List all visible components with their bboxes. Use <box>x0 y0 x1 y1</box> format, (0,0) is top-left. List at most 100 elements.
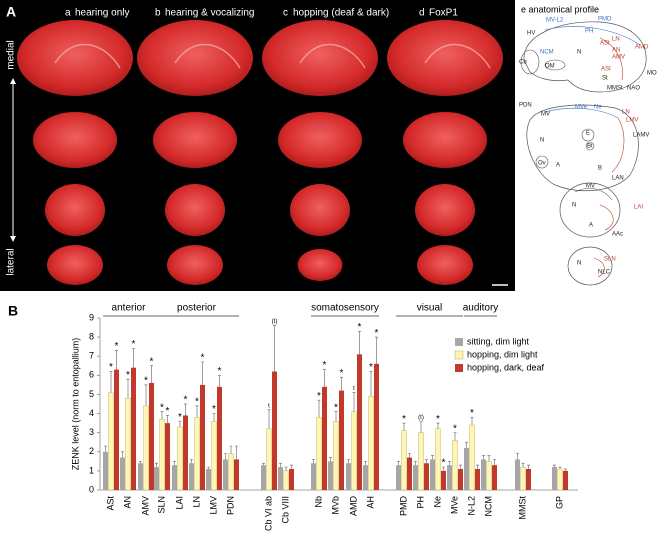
bar <box>526 468 531 490</box>
error-bar <box>279 462 282 468</box>
y-tick-label: 1 <box>89 465 94 475</box>
bar <box>447 465 452 490</box>
bar <box>452 440 458 491</box>
error-bar <box>284 466 288 471</box>
axis-label: lateral <box>6 248 17 275</box>
anatomy-label: B <box>598 166 602 172</box>
x-tick-label: PH <box>415 496 425 509</box>
bar <box>159 419 165 491</box>
bar <box>177 426 183 491</box>
bar <box>418 432 424 491</box>
error-bar <box>195 405 199 418</box>
brain-section <box>387 20 503 96</box>
significance-marker: * <box>453 423 457 434</box>
bar <box>131 367 136 490</box>
error-bar <box>397 460 400 466</box>
anatomy-label: MV-L2 <box>546 18 564 24</box>
y-tick-label: 6 <box>89 370 94 380</box>
anatomy-label: AMD <box>635 45 649 51</box>
anatomy-label: OM <box>545 64 555 70</box>
anatomy-label: NLC <box>598 270 611 276</box>
anatomy-label: MV <box>586 184 595 190</box>
anatomy-label: Ne <box>594 105 602 111</box>
error-bar <box>521 462 525 468</box>
significance-marker: * <box>317 391 321 402</box>
column-letter: b <box>155 8 161 19</box>
anatomy-label: AMV <box>612 55 625 61</box>
error-bar <box>352 392 356 412</box>
significance-marker: * <box>323 360 327 371</box>
anatomy-label: HV <box>527 31 535 37</box>
anatomy-label: LAN <box>612 176 624 182</box>
error-bar <box>470 417 474 426</box>
error-bar <box>109 371 113 393</box>
error-bar <box>414 460 417 466</box>
error-bar <box>553 464 556 468</box>
error-bar <box>178 420 182 427</box>
anatomy-label: LN <box>622 110 630 116</box>
error-bar <box>218 374 221 387</box>
significance-marker: * <box>340 368 344 379</box>
error-bar <box>155 462 158 468</box>
column-title: hearing only <box>75 8 129 19</box>
error-bar <box>364 460 367 466</box>
legend-swatch <box>455 338 463 346</box>
group-label: posterior <box>177 303 217 314</box>
error-bar <box>340 376 343 391</box>
error-bar <box>144 384 148 406</box>
bar <box>333 421 339 491</box>
x-tick-label: PDN <box>225 496 235 515</box>
error-bar <box>150 365 153 383</box>
x-tick-label: AMV <box>140 496 150 516</box>
significance-marker: * <box>109 362 113 373</box>
error-bar <box>184 403 187 416</box>
bar <box>475 468 480 490</box>
bar <box>458 468 463 490</box>
bar <box>149 382 154 490</box>
bar <box>515 459 520 490</box>
significance-marker: * <box>334 402 338 413</box>
bar <box>311 463 316 490</box>
bar <box>228 453 234 491</box>
anatomy-label: MO <box>647 71 657 77</box>
error-bar <box>160 411 164 420</box>
bar <box>278 467 283 490</box>
bar <box>413 465 418 490</box>
column-letter: c <box>283 8 288 19</box>
anatomy-label: E <box>586 131 590 137</box>
error-bar <box>166 415 169 424</box>
bar <box>328 461 333 490</box>
error-bar <box>408 453 411 458</box>
significance-marker: * <box>442 458 446 469</box>
error-bar <box>201 361 204 385</box>
significance-marker: * <box>184 395 188 406</box>
bar <box>441 470 446 490</box>
error-bar <box>317 399 321 418</box>
error-bar <box>487 455 491 462</box>
panel-label: B <box>8 303 18 319</box>
error-bar <box>115 350 118 370</box>
bar <box>520 466 526 491</box>
significance-marker: * <box>178 412 182 423</box>
error-bar <box>558 466 562 469</box>
significance-marker: t <box>268 403 270 409</box>
brain-section <box>47 245 103 285</box>
anatomy-label: Cb <box>519 60 527 66</box>
anatomy-label: SLN <box>604 257 616 263</box>
y-tick-label: 2 <box>89 446 94 456</box>
brain-detail <box>54 43 121 69</box>
bar <box>492 465 497 490</box>
error-bar <box>229 445 233 454</box>
anatomy-label: Bt <box>587 144 593 150</box>
x-tick-label: Cb VIII <box>280 496 290 524</box>
significance-marker: (t) <box>418 415 424 421</box>
anatomy-label: N <box>540 138 544 144</box>
bar <box>289 468 294 490</box>
y-tick-label: 7 <box>89 351 94 361</box>
bar <box>272 371 277 490</box>
significance-marker: * <box>166 406 170 417</box>
column-letter: a <box>65 8 71 19</box>
error-bar <box>347 459 350 464</box>
